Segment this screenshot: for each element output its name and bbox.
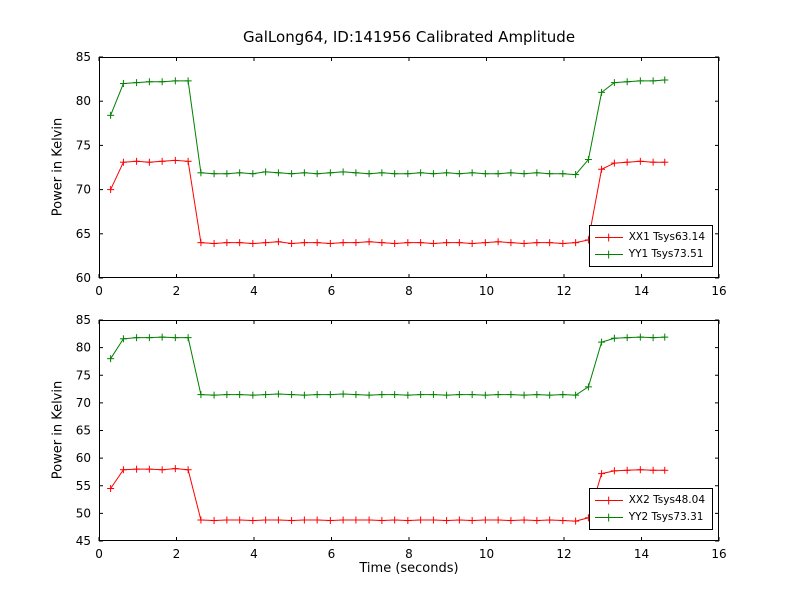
legend-item-xx1: + XX1 Tsys63.14 [594,229,705,246]
legend-label: YY2 Tsys73.31 [628,511,704,524]
svg-text:80: 80 [76,94,91,108]
svg-text:85: 85 [76,50,91,64]
bottom-plot: 0 2 4 6 8 10 12 14 16 45 50 55 60 65 70 75 80 85 [76,313,727,561]
legend-item-yy1: + YY1 Tsys73.51 [594,246,705,263]
bottom-y-axis-label: Power in Kelvin [50,380,66,480]
legend-item-xx2: + XX2 Tsys48.04 [594,492,705,509]
svg-text:65: 65 [76,424,91,438]
svg-text:14: 14 [634,547,649,561]
svg-text:85: 85 [76,313,91,327]
svg-text:12: 12 [556,284,571,298]
svg-text:45: 45 [76,534,91,548]
svg-text:10: 10 [479,284,494,298]
svg-text:75: 75 [76,368,91,382]
svg-text:55: 55 [76,479,91,493]
chart-title: GalLong64, ID:141956 Calibrated Amplitud… [242,28,576,46]
svg-text:0: 0 [95,284,103,298]
legend-line [594,253,623,255]
svg-text:8: 8 [405,284,413,298]
svg-text:50: 50 [76,506,91,520]
svg-text:80: 80 [76,341,91,355]
svg-text:16: 16 [711,284,726,298]
legend-label: XX2 Tsys48.04 [628,494,705,507]
svg-text:12: 12 [556,547,571,561]
svg-text:10: 10 [479,547,494,561]
top-legend: + XX1 Tsys63.14 + YY1 Tsys73.51 [588,225,713,267]
yy1-line-sample: + [594,247,623,262]
legend-label: YY1 Tsys73.51 [628,248,704,261]
top-y-axis-label: Power in Kelvin [50,117,66,217]
yy2-line-sample: + [594,510,623,525]
svg-text:70: 70 [76,183,91,197]
svg-text:75: 75 [76,138,91,152]
svg-text:65: 65 [76,227,91,241]
x-axis-label: Time (seconds) [359,561,459,576]
svg-text:0: 0 [95,547,103,561]
legend-line [594,516,623,518]
svg-text:2: 2 [173,547,181,561]
legend-line [594,499,623,501]
svg-text:6: 6 [328,284,336,298]
svg-text:4: 4 [250,284,258,298]
svg-text:8: 8 [405,547,413,561]
svg-text:4: 4 [250,547,258,561]
svg-text:2: 2 [173,284,181,298]
xx2-line-sample: + [594,493,623,508]
svg-text:16: 16 [711,547,726,561]
plus-marker-icon: + [603,247,614,262]
legend-item-yy2: + YY2 Tsys73.31 [594,509,705,526]
svg-text:70: 70 [76,396,91,410]
bottom-legend: + XX2 Tsys48.04 + YY2 Tsys73.31 [588,488,713,530]
plus-marker-icon: + [603,230,614,245]
plus-marker-icon: + [603,510,614,525]
svg-text:6: 6 [328,547,336,561]
legend-label: XX1 Tsys63.14 [628,231,705,244]
plus-marker-icon: + [603,493,614,508]
svg-text:60: 60 [76,271,91,285]
svg-text:60: 60 [76,451,91,465]
svg-text:14: 14 [634,284,649,298]
top-plot: 0 2 4 6 8 10 12 14 16 60 65 70 75 80 85 [76,50,727,298]
xx1-line-sample: + [594,230,623,245]
legend-line [594,236,623,238]
